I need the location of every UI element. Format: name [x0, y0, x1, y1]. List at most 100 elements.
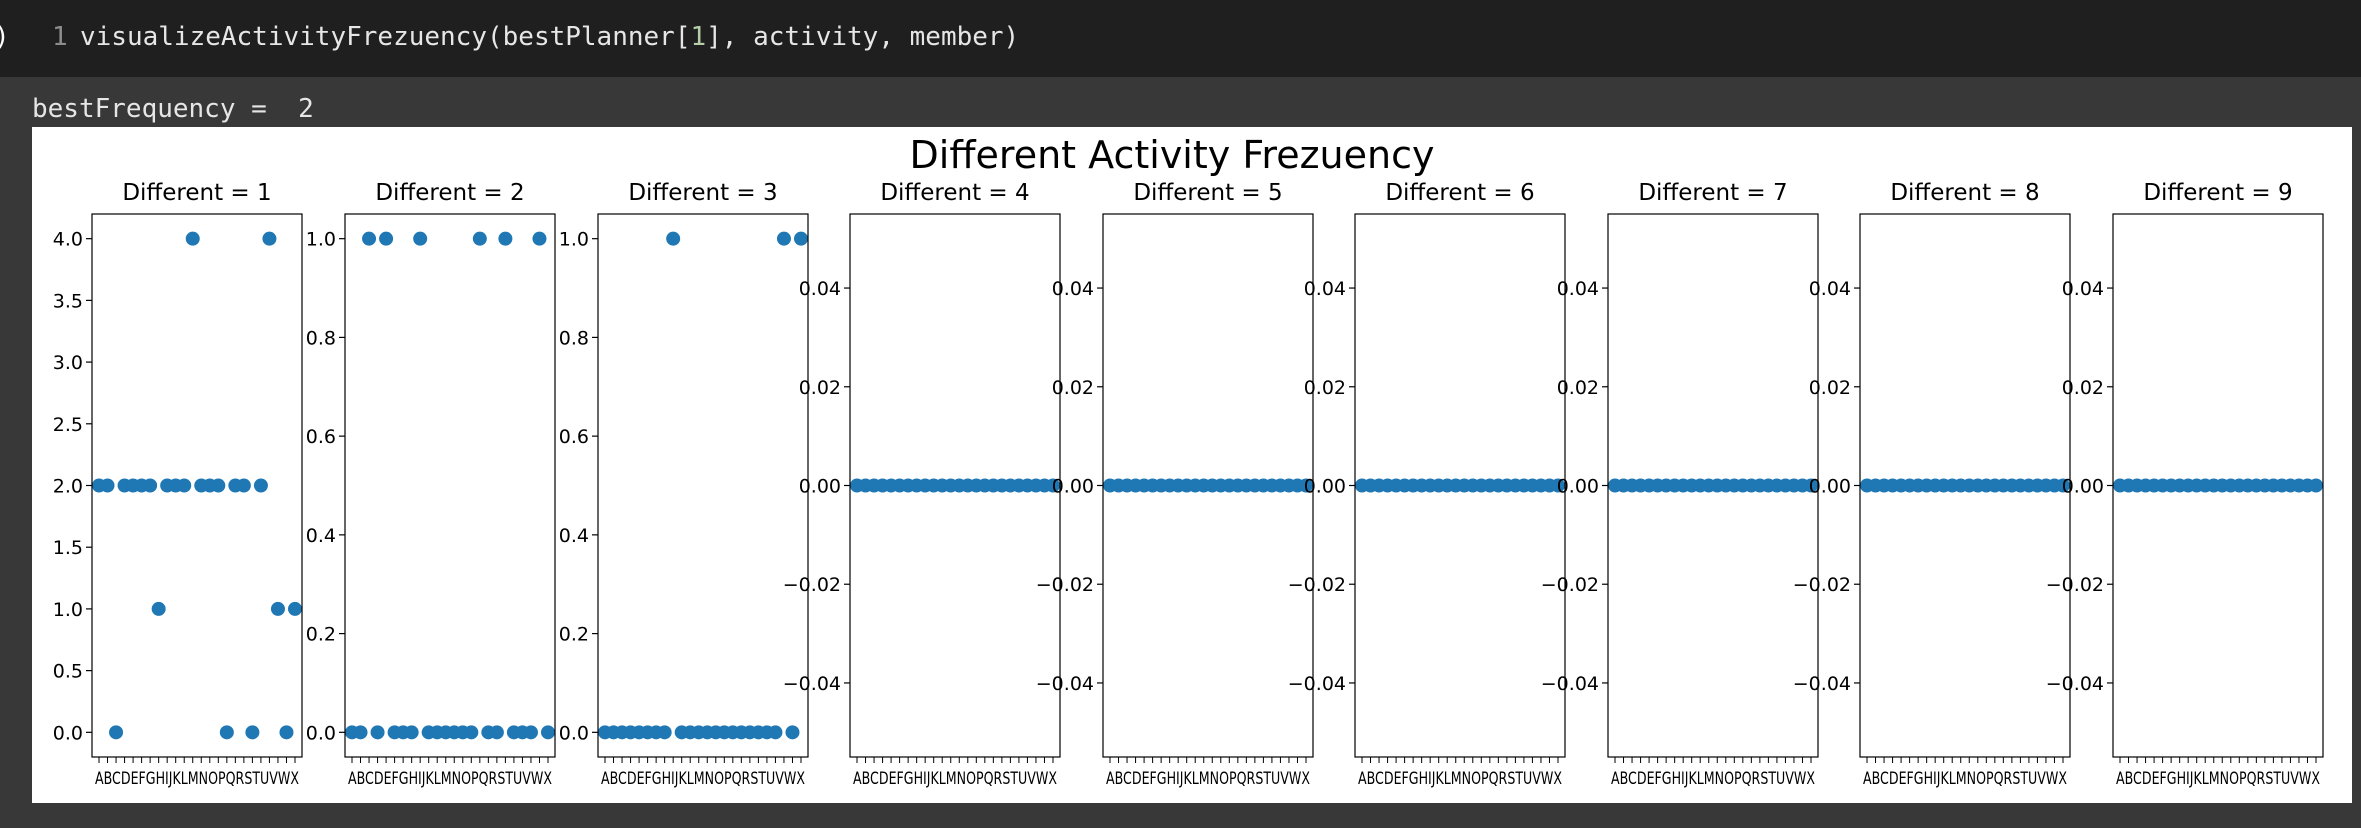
- data-point: [2056, 478, 2070, 493]
- x-tick-labels: ABCDEFGHIJKLMNOPQRSTUVWX: [1358, 769, 1562, 789]
- y-tick-label: 0.00: [1809, 476, 1851, 498]
- data-point: [370, 725, 385, 740]
- data-point: [362, 231, 377, 246]
- data-point: [288, 601, 302, 616]
- axes-frame: [1354, 213, 1566, 758]
- panel-title: Different = 5: [1133, 180, 1282, 206]
- y-tick-label: 0.04: [1052, 278, 1094, 300]
- axes-frame: [1102, 213, 1314, 758]
- y-tick-label: 0.00: [2062, 476, 2104, 498]
- data-point: [211, 478, 226, 493]
- data-point: [379, 231, 394, 246]
- data-point: [245, 725, 260, 740]
- data-point: [794, 231, 808, 246]
- y-tick-label: 0.02: [1052, 377, 1094, 399]
- data-point: [1551, 478, 1565, 493]
- data-point: [109, 725, 124, 740]
- code-text-suffix: ], activity, member): [706, 22, 1020, 52]
- y-tick-label: 4.0: [53, 229, 83, 251]
- code-cell[interactable]: ) 1 visualizeActivityFrezuency(bestPlann…: [0, 0, 2361, 77]
- panel-title: Different = 6: [1385, 180, 1534, 206]
- y-tick-label: 0.00: [1304, 476, 1346, 498]
- data-point: [151, 601, 166, 616]
- data-point: [776, 231, 791, 246]
- y-tick-label: 0.02: [1809, 377, 1851, 399]
- y-tick-label: 3.5: [53, 290, 83, 312]
- y-tick-label: −0.02: [1288, 574, 1346, 596]
- y-tick-label: −0.04: [1036, 673, 1094, 695]
- y-tick-label: 1.5: [53, 537, 83, 559]
- code-number-literal: 1: [690, 22, 707, 52]
- y-tick-label: −0.04: [783, 673, 841, 695]
- x-tick-labels: ABCDEFGHIJKLMNOPQRSTUVWX: [1863, 769, 2067, 789]
- y-tick-label: −0.04: [1288, 673, 1346, 695]
- y-tick-label: 0.04: [799, 278, 841, 300]
- y-tick-label: 0.00: [1557, 476, 1599, 498]
- x-tick-labels: ABCDEFGHIJKLMNOPQRSTUVWX: [1106, 769, 1310, 789]
- y-tick-label: 1.0: [559, 229, 589, 251]
- x-tick-labels: ABCDEFGHIJKLMNOPQRSTUVWX: [601, 769, 805, 789]
- cell-execution-marker: ): [0, 22, 10, 52]
- y-tick-label: 0.04: [1809, 278, 1851, 300]
- y-tick-label: −0.04: [1541, 673, 1599, 695]
- panel-title: Different = 4: [880, 180, 1029, 206]
- y-tick-label: 0.6: [559, 426, 589, 448]
- data-point: [177, 478, 192, 493]
- y-tick-label: 0.0: [559, 722, 589, 744]
- data-point: [262, 231, 277, 246]
- data-point: [523, 725, 538, 740]
- x-tick-labels: ABCDEFGHIJKLMNOPQRSTUVWX: [348, 769, 552, 789]
- panel-title: Different = 7: [1638, 180, 1787, 206]
- y-tick-label: 0.8: [559, 327, 589, 349]
- cell-output-text: bestFrequency = 2: [32, 94, 314, 124]
- code-line[interactable]: visualizeActivityFrezuency(bestPlanner[1…: [80, 22, 1019, 52]
- y-tick-label: 0.00: [1052, 476, 1094, 498]
- y-tick-label: 0.0: [53, 722, 83, 744]
- y-tick-label: 0.02: [799, 377, 841, 399]
- data-point: [413, 231, 428, 246]
- y-tick-label: 0.8: [306, 327, 336, 349]
- x-tick-labels: ABCDEFGHIJKLMNOPQRSTUVWX: [1611, 769, 1815, 789]
- y-tick-label: −0.02: [1541, 574, 1599, 596]
- y-tick-label: 0.02: [2062, 377, 2104, 399]
- panel-title: Different = 8: [1890, 180, 2039, 206]
- axes-frame: [91, 213, 303, 758]
- y-tick-label: 0.0: [306, 722, 336, 744]
- data-point: [253, 478, 268, 493]
- data-point: [464, 725, 479, 740]
- axes-frame: [597, 213, 809, 758]
- y-tick-label: −0.02: [783, 574, 841, 596]
- y-tick-label: 0.6: [306, 426, 336, 448]
- y-tick-label: 0.4: [306, 525, 336, 547]
- y-tick-label: 0.2: [306, 624, 336, 646]
- y-tick-label: −0.02: [2046, 574, 2104, 596]
- panel-title: Different = 1: [122, 180, 271, 206]
- data-point: [532, 231, 547, 246]
- y-tick-label: −0.02: [1793, 574, 1851, 596]
- code-text-prefix: visualizeActivityFrezuency(bestPlanner[: [80, 22, 691, 52]
- x-tick-labels: ABCDEFGHIJKLMNOPQRSTUVWX: [95, 769, 299, 789]
- data-point: [219, 725, 234, 740]
- x-tick-labels: ABCDEFGHIJKLMNOPQRSTUVWX: [2116, 769, 2320, 789]
- y-tick-label: 0.02: [1304, 377, 1346, 399]
- scatter-figure: Different Activity Frezuency Different =…: [53, 133, 2324, 789]
- data-point: [236, 478, 251, 493]
- data-point: [489, 725, 504, 740]
- y-tick-label: −0.04: [2046, 673, 2104, 695]
- y-tick-label: 0.4: [559, 525, 589, 547]
- y-tick-label: 2.0: [53, 476, 83, 498]
- data-point: [657, 725, 672, 740]
- y-tick-label: 0.2: [559, 624, 589, 646]
- axes-frame: [1607, 213, 1819, 758]
- figure-output: Different Activity Frezuency Different =…: [32, 127, 2352, 803]
- data-point: [785, 725, 800, 740]
- y-tick-label: 1.0: [53, 599, 83, 621]
- data-point: [541, 725, 555, 740]
- data-point: [279, 725, 294, 740]
- data-point: [498, 231, 513, 246]
- axes-frame: [1859, 213, 2071, 758]
- data-point: [353, 725, 368, 740]
- data-point: [472, 231, 487, 246]
- y-tick-label: 0.5: [53, 661, 83, 683]
- y-tick-label: 0.00: [799, 476, 841, 498]
